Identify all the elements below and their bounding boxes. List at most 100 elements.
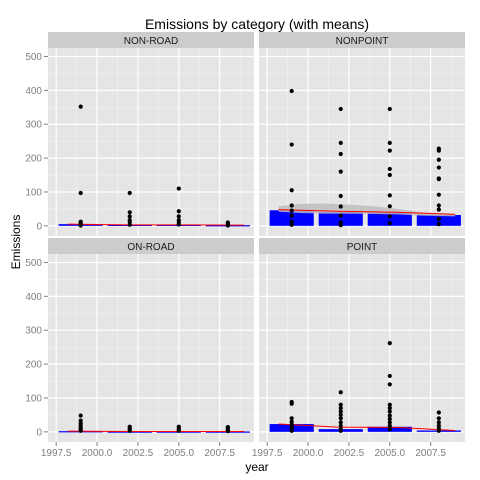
x-tick-label: 2002.5 — [123, 448, 154, 459]
bar — [367, 212, 412, 226]
data-point — [387, 382, 392, 387]
data-point — [387, 106, 392, 112]
data-point — [436, 165, 441, 170]
data-point — [338, 406, 343, 411]
data-point — [338, 106, 343, 112]
mean-line — [67, 223, 245, 226]
y-axis-label: Emissions — [9, 215, 23, 270]
x-tick-label: 1997.5 — [252, 448, 283, 459]
data-point — [289, 88, 294, 94]
facet-strip-label: NON-ROAD — [124, 36, 178, 47]
data-point — [387, 427, 392, 432]
data-point — [225, 429, 230, 434]
data-point — [387, 423, 392, 428]
data-point — [338, 420, 343, 425]
data-point — [387, 402, 392, 407]
facet-strip — [259, 32, 465, 48]
x-tick-label: 2002.5 — [334, 448, 365, 459]
data-point — [387, 409, 392, 414]
data-point — [127, 222, 132, 227]
data-point — [387, 204, 392, 209]
data-point — [338, 204, 343, 209]
data-point — [176, 186, 181, 191]
data-point — [338, 213, 343, 218]
data-point — [338, 409, 343, 414]
data-point — [387, 413, 392, 418]
data-point — [289, 208, 294, 213]
data-point — [127, 428, 132, 433]
facets-layer: NON-ROAD 0 100 200 300 400 500 NONPOINT ON-ROAD 0… — [25, 32, 465, 459]
data-point — [289, 219, 294, 224]
panel-background — [48, 254, 254, 442]
y-tick-label: 400 — [25, 292, 42, 303]
x-tick-label: 2000.0 — [293, 448, 324, 459]
y-tick-label: 0 — [36, 427, 42, 438]
y-tick-label: 500 — [25, 258, 42, 269]
mean-line — [278, 423, 456, 431]
data-point — [338, 416, 343, 421]
panel-background — [259, 254, 465, 442]
data-point — [176, 214, 181, 219]
data-point — [289, 401, 294, 406]
data-point — [338, 151, 343, 157]
data-point — [436, 176, 441, 182]
data-point — [78, 104, 83, 109]
mean-line — [278, 209, 456, 215]
data-point — [436, 157, 441, 162]
bar — [269, 210, 314, 226]
data-point — [338, 390, 343, 395]
y-tick-label: 200 — [25, 154, 42, 165]
data-point — [387, 420, 392, 425]
data-point — [289, 222, 294, 227]
facet-panel: POINT 1997.5 2000.0 2002.5 2005.0 2007.5 — [252, 238, 465, 459]
data-point — [338, 140, 343, 145]
data-point — [387, 221, 392, 226]
y-tick-label: 100 — [25, 187, 42, 198]
data-point — [436, 207, 441, 212]
data-point — [338, 428, 343, 433]
y-tick-label: 400 — [25, 86, 42, 97]
data-point — [289, 203, 294, 208]
y-tick-label: 100 — [25, 393, 42, 404]
data-point — [225, 223, 230, 228]
data-point — [289, 188, 294, 193]
data-point — [387, 148, 392, 153]
x-axis-label: year — [245, 460, 268, 474]
data-point — [127, 210, 132, 215]
data-point — [127, 190, 132, 196]
data-point — [78, 413, 83, 418]
data-point — [387, 140, 392, 145]
data-point — [127, 214, 132, 219]
data-point — [387, 406, 392, 411]
data-point — [436, 428, 441, 433]
data-point — [289, 416, 294, 421]
data-point — [338, 223, 343, 228]
data-point — [436, 192, 441, 197]
facet-strip — [48, 238, 254, 254]
y-tick-label: 300 — [25, 120, 42, 131]
data-point — [338, 412, 343, 418]
facet-strip-label: NONPOINT — [336, 36, 389, 47]
facet-panel: NONPOINT — [259, 32, 465, 236]
y-tick-label: 0 — [36, 221, 42, 232]
data-point — [289, 428, 294, 433]
y-tick-label: 200 — [25, 360, 42, 371]
chart-title: Emissions by category (with means) — [145, 16, 369, 32]
x-tick-label: 2005.0 — [163, 448, 194, 459]
data-point — [436, 222, 441, 227]
facet-strip-label: ON-ROAD — [127, 242, 174, 253]
data-point — [387, 340, 392, 346]
data-point — [387, 193, 392, 198]
data-point — [176, 222, 181, 227]
facet-strip-label: POINT — [347, 242, 378, 253]
data-point — [78, 190, 83, 196]
x-tick-label: 2005.0 — [374, 448, 405, 459]
y-tick-label: 500 — [25, 52, 42, 63]
panel-background — [48, 48, 254, 236]
data-point — [338, 169, 343, 174]
bar — [318, 211, 363, 226]
data-point — [387, 166, 392, 172]
x-tick-label: 2007.5 — [204, 448, 235, 459]
facet-panel: NON-ROAD 0 100 200 300 400 500 — [25, 32, 254, 236]
